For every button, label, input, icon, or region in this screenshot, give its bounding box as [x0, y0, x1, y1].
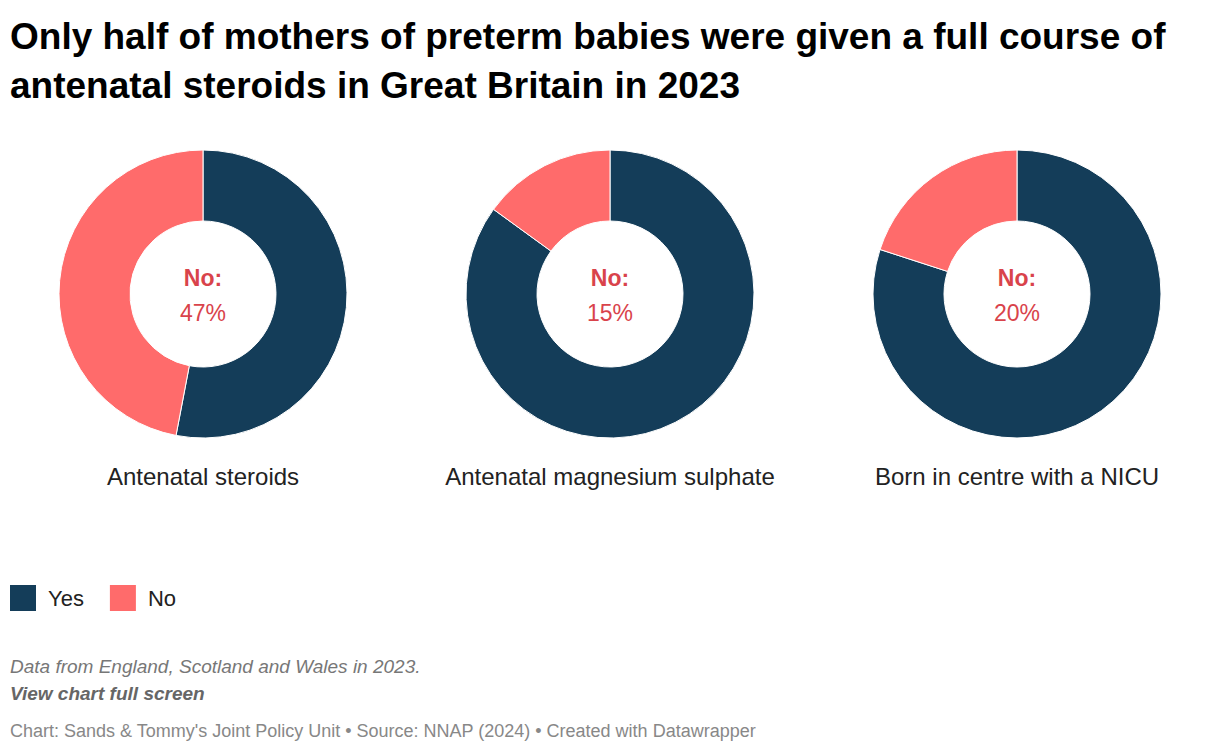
donut: No: 20% — [873, 150, 1161, 438]
donut-slice — [880, 150, 1017, 271]
center-label: No: — [998, 265, 1036, 291]
annotation: Data from England, Scotland and Wales in… — [10, 656, 421, 677]
series-name: Antenatal steroids — [107, 463, 299, 490]
donut-slice — [466, 150, 754, 438]
center-label: No: — [184, 265, 222, 291]
donut: No: 15% — [466, 150, 754, 438]
title: Only half of mothers of preterm babies w… — [10, 16, 1166, 106]
annotation: Chart: Sands & Tommy's Joint Policy Unit… — [10, 721, 756, 741]
donut-slice — [494, 150, 610, 251]
legend-swatch — [10, 585, 36, 611]
data-label: 20% — [994, 300, 1040, 326]
donut-slice — [873, 150, 1161, 438]
annotation[interactable]: View chart full screen — [10, 683, 205, 704]
series-name: Born in centre with a NICU — [875, 463, 1159, 490]
legend-swatch — [110, 585, 136, 611]
chart: Only half of mothers of preterm babies w… — [0, 0, 1220, 754]
legend-label: Yes — [48, 586, 84, 611]
donut-slice — [59, 150, 203, 435]
data-label: 47% — [180, 300, 226, 326]
donut: No: 47% — [59, 150, 347, 438]
data-label: 15% — [587, 300, 633, 326]
legend: Yes No — [10, 585, 176, 611]
series-name: Antenatal magnesium sulphate — [445, 463, 775, 490]
legend-label: No — [148, 586, 176, 611]
center-label: No: — [591, 265, 629, 291]
